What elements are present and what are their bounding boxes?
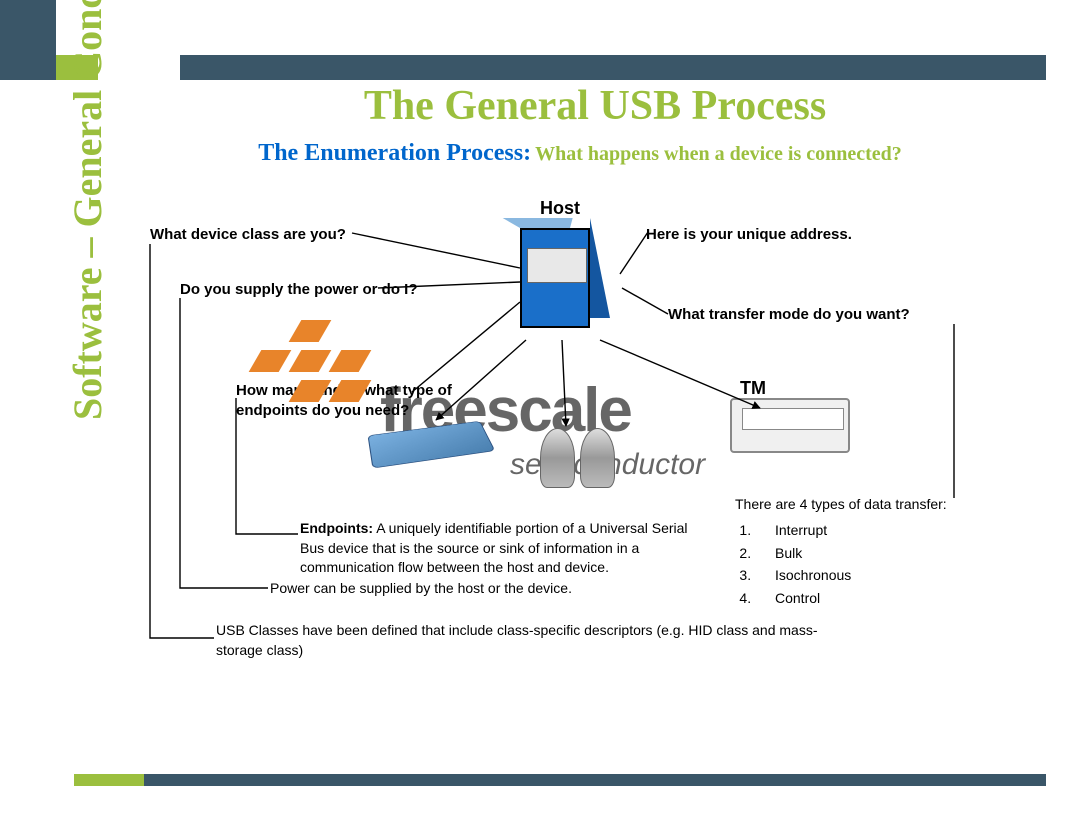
response-address: Here is your unique address. [646, 226, 852, 243]
question-power: Do you supply the power or do I? [180, 281, 418, 298]
endpoints-label: Endpoints: [300, 520, 373, 536]
subtitle-emphasis: The Enumeration Process: [258, 140, 531, 166]
printer-icon [730, 398, 850, 453]
frame-corner [0, 0, 56, 80]
power-note: Power can be supplied by the host or the… [270, 580, 572, 596]
freescale-logo-shapes [255, 320, 385, 450]
subtitle-question: What happens when a device is connected? [535, 143, 902, 165]
host-label: Host [540, 198, 580, 219]
host-computer-icon [520, 218, 620, 338]
response-transfer-mode: What transfer mode do you want? [668, 306, 910, 323]
sidebar-title: Software – General Concepts [64, 0, 111, 420]
transfer-intro: There are 4 types of data transfer: [735, 493, 985, 515]
frame-accent-bottom [74, 774, 144, 786]
question-device-class: What device class are you? [150, 226, 346, 243]
frame-bottom-bar [144, 774, 1046, 786]
transfer-item: Bulk [755, 542, 985, 564]
transfer-types-block: There are 4 types of data transfer: Inte… [735, 493, 985, 609]
page-title: The General USB Process [170, 82, 1020, 130]
page-subtitle: The Enumeration Process: What happens wh… [140, 140, 1020, 167]
classes-note: USB Classes have been defined that inclu… [216, 621, 826, 660]
endpoints-note: Endpoints: A uniquely identifiable porti… [300, 519, 690, 578]
frame-top-bar [180, 55, 1046, 80]
transfer-list: Interrupt Bulk Isochronous Control [755, 519, 985, 609]
speakers-icon [540, 428, 620, 498]
trademark-symbol: TM [740, 378, 766, 399]
transfer-item: Control [755, 587, 985, 609]
transfer-item: Isochronous [755, 564, 985, 586]
transfer-item: Interrupt [755, 519, 985, 541]
